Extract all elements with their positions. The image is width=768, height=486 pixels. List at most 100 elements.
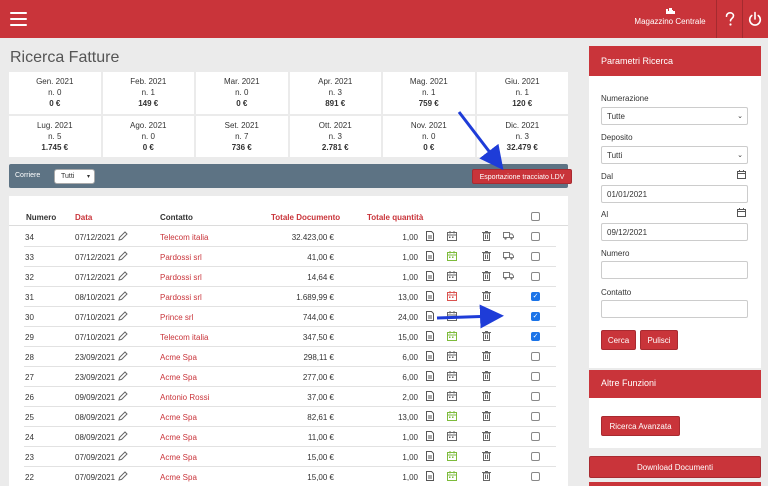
power-icon[interactable] [746, 10, 764, 28]
table-row[interactable]: 22 07/09/2021 Acme Spa 15,00 € 1,00 [24, 467, 556, 486]
trash-icon[interactable] [482, 391, 491, 403]
table-row[interactable]: 29 07/10/2021 Telecom italia 347,50 € 15,00 ✓ [24, 327, 556, 347]
document-icon[interactable] [426, 431, 434, 443]
pencil-icon[interactable] [118, 271, 128, 283]
trash-icon[interactable] [482, 371, 491, 383]
warehouse-selector[interactable]: Magazzino Centrale [630, 8, 710, 26]
al-input[interactable]: 09/12/2021 [601, 223, 748, 241]
document-icon[interactable] [426, 231, 434, 243]
trash-icon[interactable] [482, 471, 491, 483]
trash-icon[interactable] [482, 351, 491, 363]
calendar-icon[interactable] [447, 471, 457, 483]
table-row[interactable]: 25 08/09/2021 Acme Spa 82,61 € 13,00 [24, 407, 556, 427]
row-contact-link[interactable]: Acme Spa [160, 413, 197, 422]
table-row[interactable]: 28 23/09/2021 Acme Spa 298,11 € 6,00 [24, 347, 556, 367]
document-icon[interactable] [426, 271, 434, 283]
calendar-icon[interactable] [447, 311, 457, 323]
clear-button[interactable]: Pulisci [640, 330, 678, 350]
document-icon[interactable] [426, 351, 434, 363]
pencil-icon[interactable] [118, 351, 128, 363]
truck-icon[interactable] [503, 252, 514, 262]
table-row[interactable]: 26 09/09/2021 Antonio Rossi 37,00 € 2,00 [24, 387, 556, 407]
pencil-icon[interactable] [118, 371, 128, 383]
document-icon[interactable] [426, 371, 434, 383]
row-checkbox[interactable] [531, 412, 540, 421]
row-contact-link[interactable]: Acme Spa [160, 473, 197, 482]
calendar-icon[interactable] [447, 431, 457, 443]
trash-icon[interactable] [482, 271, 491, 283]
row-contact-link[interactable]: Pardossi srl [160, 253, 202, 262]
next-button-edge[interactable] [589, 482, 761, 486]
pencil-icon[interactable] [118, 291, 128, 303]
deposito-select[interactable]: Tutti ⌄ [601, 146, 748, 164]
trash-icon[interactable] [482, 331, 491, 343]
row-contact-link[interactable]: Acme Spa [160, 353, 197, 362]
table-row[interactable]: 23 07/09/2021 Acme Spa 15,00 € 1,00 [24, 447, 556, 467]
advanced-search-button[interactable]: Ricerca Avanzata [601, 416, 680, 436]
document-icon[interactable] [426, 411, 434, 423]
row-contact-link[interactable]: Acme Spa [160, 433, 197, 442]
row-contact-link[interactable]: Pardossi srl [160, 273, 202, 282]
table-row[interactable]: 24 08/09/2021 Acme Spa 11,00 € 1,00 [24, 427, 556, 447]
row-checkbox[interactable]: ✓ [531, 312, 540, 321]
trash-icon[interactable] [482, 231, 491, 243]
calendar-icon[interactable] [447, 291, 457, 303]
calendar-icon[interactable] [447, 371, 457, 383]
header-data[interactable]: Data [75, 213, 93, 222]
table-row[interactable]: 27 23/09/2021 Acme Spa 277,00 € 6,00 [24, 367, 556, 387]
pencil-icon[interactable] [118, 251, 128, 263]
header-totale[interactable]: Totale Documento [271, 213, 341, 222]
trash-icon[interactable] [482, 251, 491, 263]
calendar-icon[interactable] [447, 251, 457, 263]
row-contact-link[interactable]: Telecom italia [160, 333, 209, 342]
calendar-icon[interactable] [447, 451, 457, 463]
header-numero[interactable]: Numero [26, 213, 57, 222]
trash-icon[interactable] [482, 411, 491, 423]
contatto-input[interactable] [601, 300, 748, 318]
row-contact-link[interactable]: Telecom italia [160, 233, 209, 242]
truck-icon[interactable] [503, 232, 514, 242]
document-icon[interactable] [426, 471, 434, 483]
pencil-icon[interactable] [118, 411, 128, 423]
table-row[interactable]: 30 07/10/2021 Prince srl 744,00 € 24,00 ✓ [24, 307, 556, 327]
document-icon[interactable] [426, 311, 434, 323]
table-row[interactable]: 34 07/12/2021 Telecom italia 32.423,00 € 1,0… [24, 227, 556, 247]
calendar-icon[interactable] [447, 391, 457, 403]
select-all-checkbox[interactable] [531, 212, 540, 221]
numero-input[interactable] [601, 261, 748, 279]
calendar-icon[interactable] [447, 271, 457, 283]
courier-select[interactable]: Tutti ▾ [54, 169, 95, 184]
pencil-icon[interactable] [118, 331, 128, 343]
document-icon[interactable] [426, 331, 434, 343]
truck-icon[interactable] [503, 272, 514, 282]
pencil-icon[interactable] [118, 231, 128, 243]
calendar-icon[interactable] [447, 411, 457, 423]
calendar-icon[interactable] [447, 351, 457, 363]
download-documents-button[interactable]: Download Documenti [589, 456, 761, 478]
trash-icon[interactable] [482, 431, 491, 443]
calendar-icon[interactable] [737, 208, 746, 217]
pencil-icon[interactable] [118, 311, 128, 323]
trash-icon[interactable] [482, 311, 491, 323]
row-checkbox[interactable] [531, 252, 540, 261]
row-contact-link[interactable]: Antonio Rossi [160, 393, 210, 402]
table-row[interactable]: 31 08/10/2021 Pardossi srl 1.689,99 € 13,00 ✓ [24, 287, 556, 307]
document-icon[interactable] [426, 391, 434, 403]
help-icon[interactable] [721, 10, 739, 28]
trash-icon[interactable] [482, 451, 491, 463]
row-contact-link[interactable]: Pardossi srl [160, 293, 202, 302]
pencil-icon[interactable] [118, 451, 128, 463]
pencil-icon[interactable] [118, 431, 128, 443]
menu-icon[interactable] [10, 12, 27, 26]
row-checkbox[interactable] [531, 432, 540, 441]
dal-input[interactable]: 01/01/2021 [601, 185, 748, 203]
document-icon[interactable] [426, 291, 434, 303]
header-contatto[interactable]: Contatto [160, 213, 193, 222]
header-quantita[interactable]: Totale quantità [367, 213, 424, 222]
row-checkbox[interactable] [531, 352, 540, 361]
row-contact-link[interactable]: Prince srl [160, 313, 194, 322]
calendar-icon[interactable] [447, 331, 457, 343]
document-icon[interactable] [426, 251, 434, 263]
trash-icon[interactable] [482, 291, 491, 303]
search-button[interactable]: Cerca [601, 330, 636, 350]
